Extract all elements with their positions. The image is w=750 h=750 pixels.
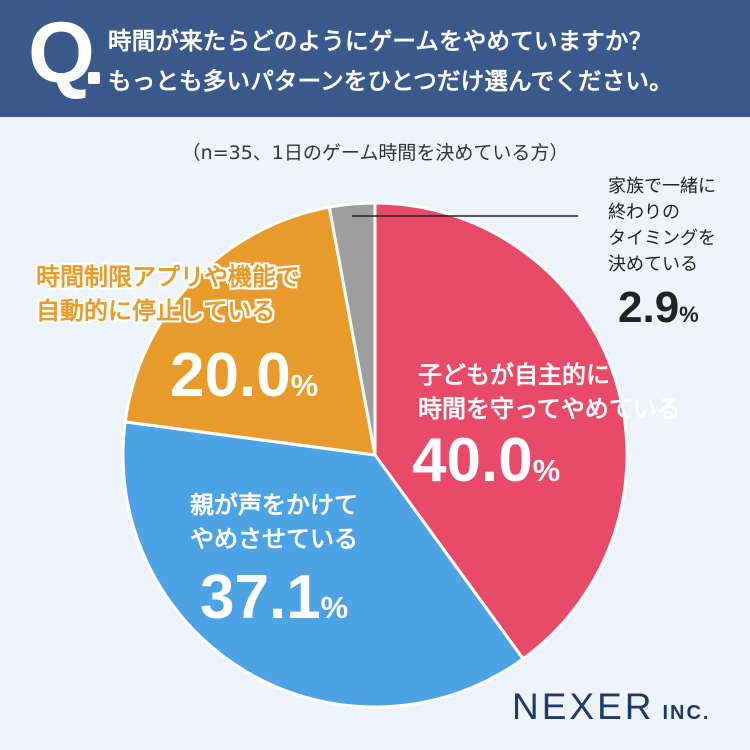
sample-note: （n=35、1日のゲーム時間を決めている方） bbox=[181, 142, 569, 164]
question-line-2: もっとも多いパターンをひとつだけ選んでください。 bbox=[108, 67, 673, 95]
q-mark: Q bbox=[28, 5, 95, 101]
pie-slice-orange bbox=[123, 205, 377, 457]
label-red-value: 40.0% bbox=[412, 426, 561, 495]
question-header: Q 時間が来たらどのようにゲームをやめていますか？ もっとも多いパターンをひとつ… bbox=[0, 0, 750, 117]
logo-sub: INC. bbox=[662, 702, 711, 724]
question-line-1: 時間が来たらどのようにゲームをやめていますか？ bbox=[108, 27, 653, 55]
nexer-logo: NEXER INC. bbox=[512, 686, 710, 728]
label-blue-value: 37.1% bbox=[200, 563, 349, 632]
label-orange-title: 時間制限アプリや機能で 自動的に停止している bbox=[36, 263, 300, 325]
q-dot bbox=[88, 72, 100, 84]
pie-slice-red bbox=[373, 201, 629, 661]
label-red-title: 子どもが自主的に 時間を守ってやめている bbox=[418, 361, 681, 423]
label-orange-value: 20.0% bbox=[170, 341, 319, 410]
label-gray-value: 2.9% bbox=[618, 283, 699, 332]
pie-slice-blue bbox=[121, 420, 526, 709]
label-blue-title: 親が声をかけて やめさせている bbox=[190, 491, 358, 553]
logo-main: NEXER bbox=[512, 686, 655, 727]
pie-slice-gray bbox=[327, 201, 377, 456]
label-gray-title: 家族で一緒に 終わりの タイミングを 決めている bbox=[608, 176, 716, 275]
